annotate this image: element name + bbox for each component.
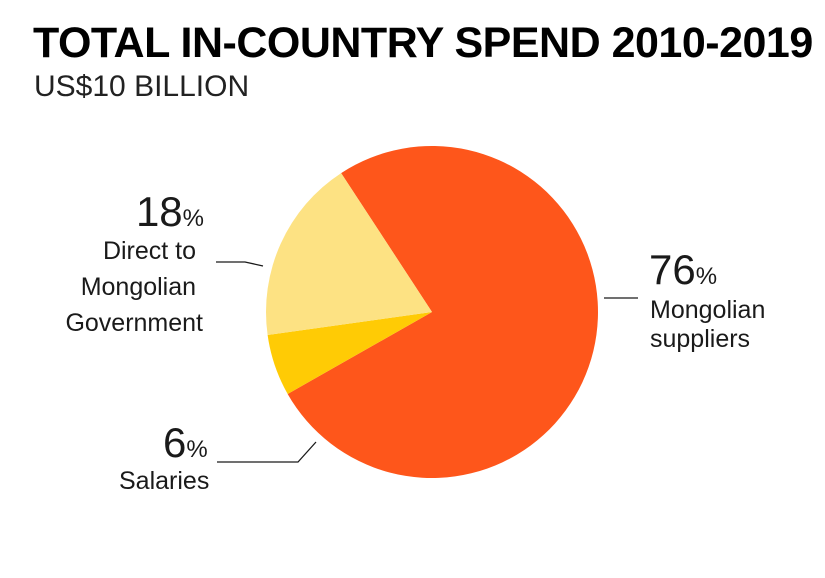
pie-slice-salaries xyxy=(267,312,432,394)
chart-title: TOTAL IN-COUNTRY SPEND 2010-2019 xyxy=(33,19,813,67)
pie-slice-government xyxy=(265,173,432,336)
slice-label-suppliers: Mongolian suppliers xyxy=(650,296,772,353)
pie-slice-suppliers xyxy=(287,145,598,478)
percent-label-government: 18% xyxy=(136,188,204,235)
slice-label-government: Direct to Mongolian Government xyxy=(65,237,203,337)
slice-label-salaries: Salaries xyxy=(119,467,209,495)
leader-line-salaries xyxy=(217,441,317,463)
percent-label-suppliers: 76% xyxy=(649,246,717,293)
leader-line-government xyxy=(216,261,264,267)
pie-slices xyxy=(265,145,598,478)
percent-label-salaries: 6% xyxy=(163,419,208,466)
chart-subtitle: US$10 BILLION xyxy=(34,70,250,103)
